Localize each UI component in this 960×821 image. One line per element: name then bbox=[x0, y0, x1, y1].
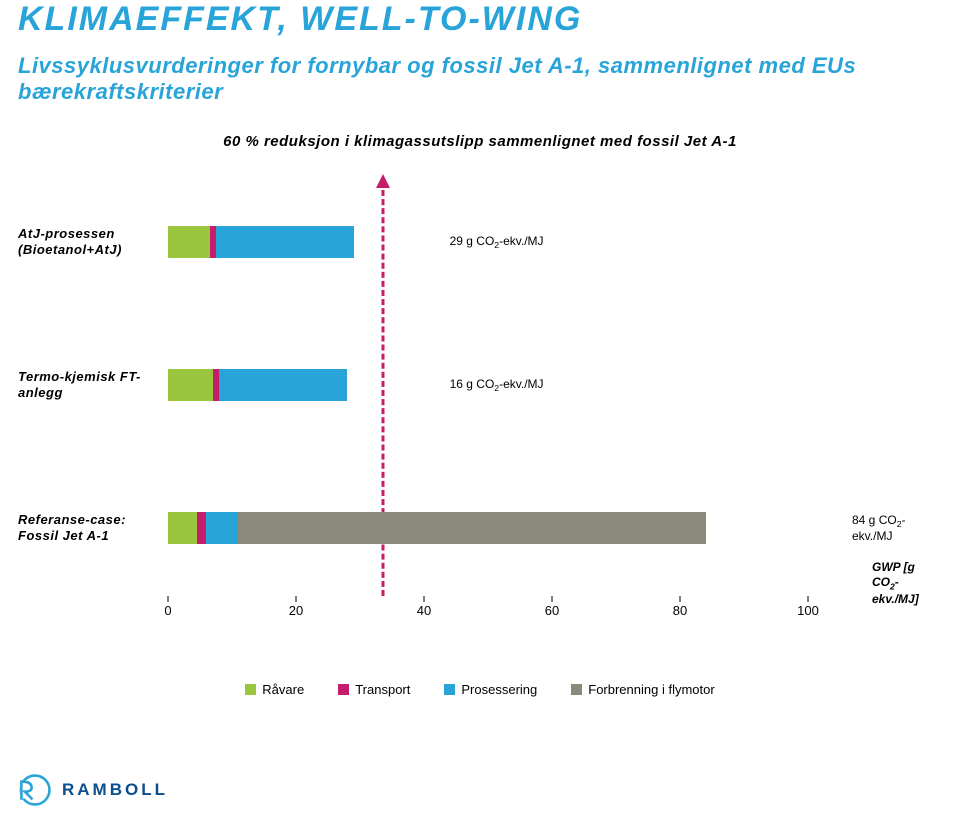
bar-track: 16 g CO2-ekv./MJ bbox=[168, 369, 872, 401]
legend-item-transport: Transport bbox=[338, 682, 410, 697]
x-tick bbox=[552, 596, 553, 602]
x-tick-label: 100 bbox=[797, 603, 819, 618]
bar-value-label: 84 g CO2-ekv./MJ bbox=[852, 513, 942, 543]
legend-swatch bbox=[245, 684, 256, 695]
plot-area: AtJ-prosessen (Bioetanol+AtJ)29 g CO2-ek… bbox=[168, 176, 872, 596]
legend-label: Råvare bbox=[262, 682, 304, 697]
page-title: KLIMAEFFEKT, WELL-TO-WING bbox=[18, 0, 942, 39]
chart-row-ft: Termo-kjemisk FT-anlegg 16 g CO2-ekv./MJ bbox=[18, 369, 872, 401]
legend-label: Forbrenning i flymotor bbox=[588, 682, 714, 697]
bar-value-label: 29 g CO2-ekv./MJ bbox=[450, 234, 544, 250]
legend-item-raw: Råvare bbox=[245, 682, 304, 697]
row-label: Termo-kjemisk FT-anlegg bbox=[18, 369, 168, 402]
threshold-arrow-icon bbox=[376, 174, 390, 188]
page-subtitle: Livssyklusvurderinger for fornybar og fo… bbox=[18, 53, 942, 105]
row-label: Referanse-case: Fossil Jet A-1 bbox=[18, 512, 168, 545]
legend-item-combustion: Forbrenning i flymotor bbox=[571, 682, 714, 697]
reduction-note: 60 % reduksjon i klimagassutslipp sammen… bbox=[18, 133, 942, 150]
bar-segment-combustion bbox=[238, 512, 705, 544]
bar-segment-raw bbox=[168, 369, 213, 401]
legend-swatch bbox=[444, 684, 455, 695]
x-axis: 020406080100 bbox=[168, 595, 872, 596]
x-tick-label: 40 bbox=[417, 603, 431, 618]
legend-label: Transport bbox=[355, 682, 410, 697]
legend-item-processing: Prosessering bbox=[444, 682, 537, 697]
bar-segment-processing bbox=[206, 512, 238, 544]
bar-segment-processing bbox=[216, 226, 354, 258]
legend-label: Prosessering bbox=[461, 682, 537, 697]
chart: AtJ-prosessen (Bioetanol+AtJ) 29 g CO2-ek… bbox=[18, 156, 942, 676]
page: KLIMAEFFEKT, WELL-TO-WING Livssyklusvurd… bbox=[0, 0, 960, 715]
bar-segment-transport bbox=[197, 512, 207, 544]
chart-row-atj: AtJ-prosessen (Bioetanol+AtJ) 29 g CO2-ek… bbox=[18, 226, 872, 258]
x-tick bbox=[168, 596, 169, 602]
logo-icon bbox=[18, 773, 52, 807]
bar-track bbox=[168, 512, 872, 544]
x-tick bbox=[808, 596, 809, 602]
legend-swatch bbox=[338, 684, 349, 695]
x-tick-label: 20 bbox=[289, 603, 303, 618]
brand-logo: RAMBOLL bbox=[18, 773, 168, 807]
bar-track: 29 g CO2-ekv./MJ bbox=[168, 226, 872, 258]
x-tick-label: 60 bbox=[545, 603, 559, 618]
chart-row-ref: Referanse-case: Fossil Jet A-1 bbox=[18, 512, 872, 544]
legend: Råvare Transport Prosessering Forbrenning i… bbox=[18, 682, 942, 697]
y-axis-label: GWP [g CO2-ekv./MJ] bbox=[872, 560, 942, 606]
x-tick bbox=[296, 596, 297, 602]
logo-text: RAMBOLL bbox=[62, 780, 168, 800]
bar-segment-raw bbox=[168, 512, 197, 544]
x-tick-label: 80 bbox=[673, 603, 687, 618]
bar-value-label: 16 g CO2-ekv./MJ bbox=[450, 377, 544, 393]
x-tick bbox=[680, 596, 681, 602]
x-tick-label: 0 bbox=[164, 603, 171, 618]
legend-swatch bbox=[571, 684, 582, 695]
bar-segment-processing bbox=[219, 369, 347, 401]
x-tick bbox=[424, 596, 425, 602]
row-label: AtJ-prosessen (Bioetanol+AtJ) bbox=[18, 226, 168, 259]
bar-segment-raw bbox=[168, 226, 210, 258]
